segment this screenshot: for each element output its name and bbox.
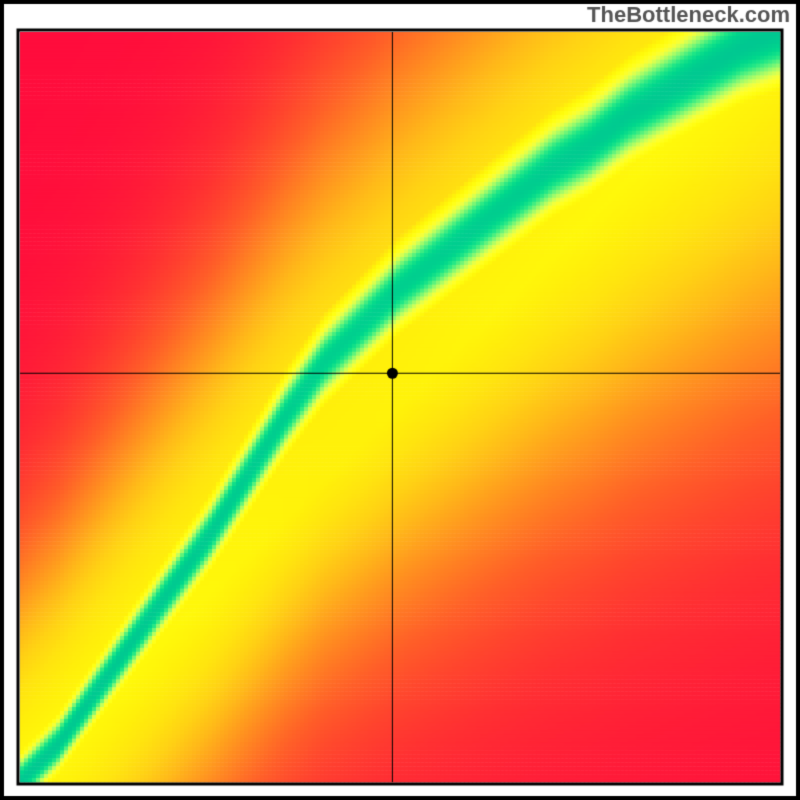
chart-container: [0, 0, 800, 800]
heatmap-canvas: [0, 0, 800, 800]
